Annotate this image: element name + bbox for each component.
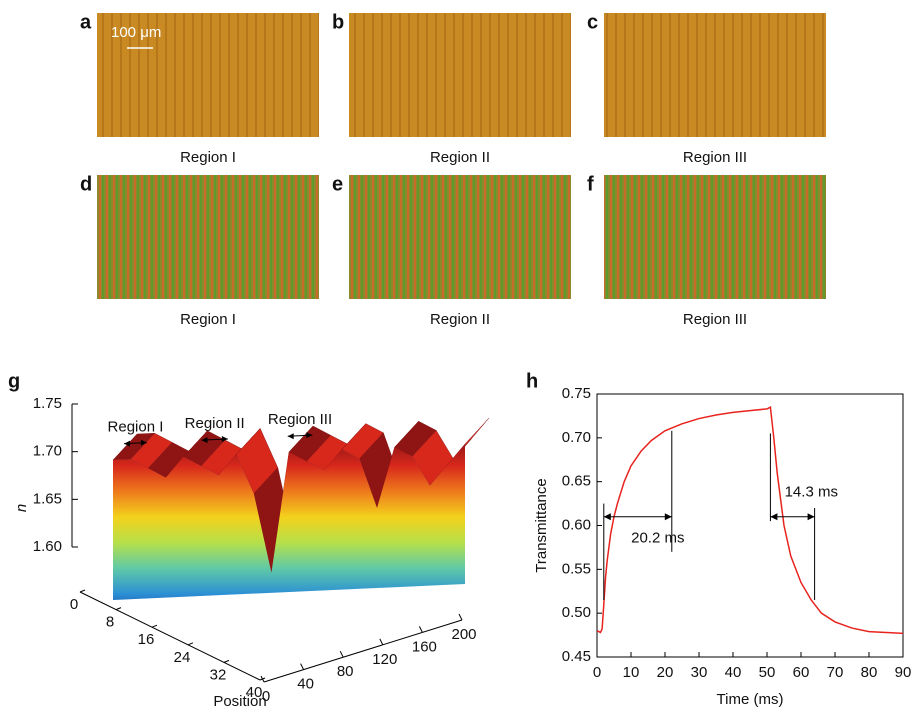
x-tick — [339, 650, 344, 658]
x-tick — [458, 613, 463, 621]
y-tick-label: 0.70 — [562, 429, 591, 446]
x-tick-label: 40 — [725, 664, 742, 681]
arrow-head — [770, 513, 778, 521]
region-label: Region I — [108, 419, 164, 436]
y-tick — [187, 642, 194, 646]
x-tick-label: 120 — [372, 651, 397, 668]
y-tick-label: 0.55 — [562, 560, 591, 577]
y-tick-label: 32 — [210, 666, 227, 683]
x-tick-label: 80 — [337, 663, 354, 680]
x-tick-label: 10 — [623, 664, 640, 681]
micrograph — [97, 175, 319, 299]
surface-face — [113, 444, 465, 600]
x-tick — [260, 675, 265, 683]
panel-label: e — [332, 173, 343, 195]
x-axis-label: Position — [213, 693, 266, 710]
y-tick-label: 8 — [106, 614, 114, 631]
y-tick-label: 0 — [70, 596, 78, 613]
plot-frame — [596, 393, 904, 658]
arrow-head — [140, 439, 147, 446]
panel-label: f — [587, 173, 594, 195]
arrow-head — [201, 437, 208, 444]
panel-caption: Region I — [180, 311, 236, 328]
y-tick — [223, 659, 230, 663]
micrograph — [97, 13, 319, 137]
y-tick-label: 0.60 — [562, 516, 591, 533]
micrograph — [604, 13, 826, 137]
y-tick-label: 40 — [246, 684, 263, 701]
x-tick-label: 0 — [593, 664, 601, 681]
region-label: Region III — [268, 411, 332, 428]
arrow-head — [664, 513, 672, 521]
x-tick-label: 200 — [451, 626, 476, 643]
x-tick-label: 20 — [657, 664, 674, 681]
arrow-head — [287, 433, 294, 440]
y-axis-label: Transmittance — [533, 478, 550, 572]
x-tick-label: 50 — [759, 664, 776, 681]
x-axis — [263, 619, 463, 683]
micrograph — [349, 175, 571, 299]
scale-bar-label: 100 μm — [111, 24, 161, 41]
z-tick-label: 1.65 — [33, 490, 62, 507]
x-tick-label: 30 — [691, 664, 708, 681]
arrow-head — [807, 513, 815, 521]
arrow-head — [603, 513, 611, 521]
x-tick — [300, 663, 305, 670]
panel-caption: Region III — [683, 149, 747, 166]
y-tick — [79, 589, 86, 593]
y-tick-label: 24 — [174, 649, 191, 666]
x-tick-label: 80 — [861, 664, 878, 681]
x-axis-label: Time (ms) — [717, 691, 784, 708]
y-tick — [151, 624, 158, 628]
x-tick-label: 40 — [297, 676, 314, 693]
panel-caption: Region II — [430, 149, 490, 166]
z-tick-label: 1.70 — [33, 443, 62, 460]
line — [596, 405, 904, 635]
panel-caption: Region III — [683, 311, 747, 328]
region-label: Region II — [185, 415, 245, 432]
x-tick — [379, 638, 384, 646]
z-axis-label: n — [13, 504, 30, 512]
panel-label: d — [80, 173, 92, 195]
panel-label: a — [80, 11, 92, 33]
panel-caption: Region II — [430, 311, 490, 328]
y-axis — [79, 591, 261, 681]
z-tick-label: 1.75 — [33, 395, 62, 412]
y-tick-label: 0.50 — [562, 604, 591, 621]
y-tick-label: 16 — [138, 631, 155, 648]
x-tick-label: 70 — [827, 664, 844, 681]
arrow-head — [221, 435, 228, 442]
x-tick-label: 160 — [412, 638, 437, 655]
panel-label: g — [8, 370, 20, 392]
panel-label: b — [332, 11, 344, 33]
y-tick-label: 0.75 — [562, 385, 591, 402]
panel-label: h — [526, 370, 538, 392]
x-tick-label: 60 — [793, 664, 810, 681]
x-tick-label: 0 — [262, 688, 270, 705]
y-tick-label: 0.65 — [562, 473, 591, 490]
arrow-head — [306, 432, 313, 439]
z-tick-label: 1.60 — [33, 538, 62, 555]
micrograph — [604, 175, 826, 299]
panel-caption: Region I — [180, 149, 236, 166]
arrow-head — [124, 440, 131, 447]
panel-label: c — [587, 11, 598, 33]
annotation-label: 14.3 ms — [785, 484, 838, 501]
y-tick-label: 0.45 — [562, 648, 591, 665]
annotation-label: 20.2 ms — [631, 530, 684, 547]
micrograph — [349, 13, 571, 137]
x-tick — [418, 626, 423, 633]
x-tick-label: 90 — [895, 664, 912, 681]
y-tick — [115, 607, 122, 611]
